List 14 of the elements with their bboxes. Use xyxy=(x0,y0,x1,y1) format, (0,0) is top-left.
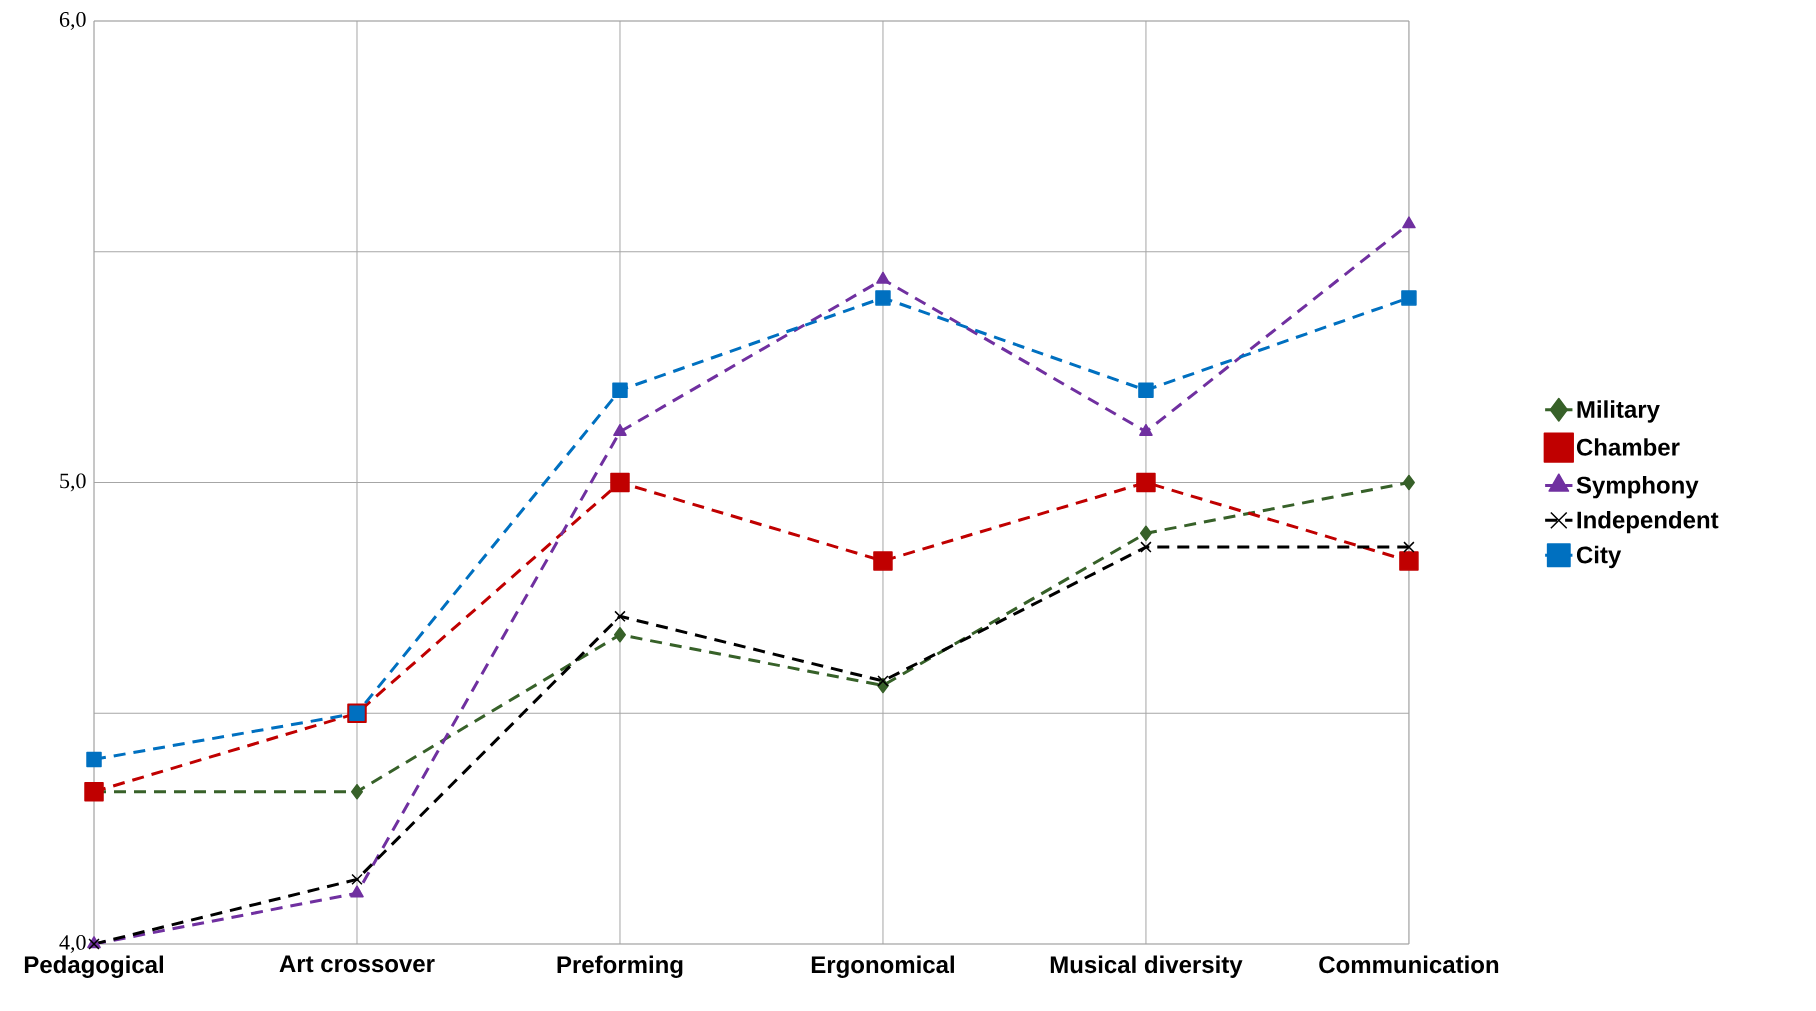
legend-label: Chamber xyxy=(1576,438,1680,456)
x-tick-label: Preforming xyxy=(557,955,683,978)
x-tick-label: Musical diversity xyxy=(1050,955,1243,978)
y-tick-label: 6,0 xyxy=(59,11,86,30)
legend-label: Independent xyxy=(1577,510,1719,534)
y-tick-label: 5,0 xyxy=(60,473,86,492)
legend-label: Symphony xyxy=(1576,475,1699,499)
x-tick-label: Art crossover xyxy=(279,955,435,973)
x-tick-label: Ergonomical xyxy=(811,955,954,978)
legend-label: City xyxy=(1576,545,1622,569)
legend-label: Military xyxy=(1577,400,1660,423)
y-tick-label: 4,0 xyxy=(59,934,86,953)
x-tick-label: Pedagogical xyxy=(24,955,163,978)
x-tick-label: Communication xyxy=(1319,955,1499,974)
